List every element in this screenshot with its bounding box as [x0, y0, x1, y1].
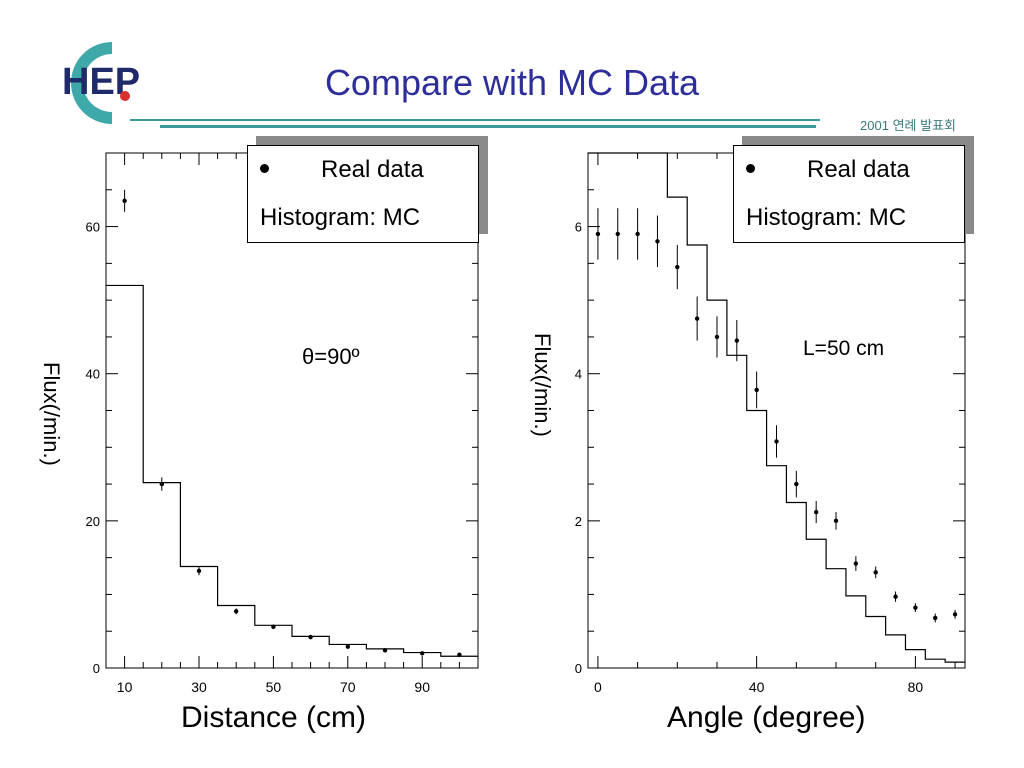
y-tick-label: 2	[575, 514, 582, 529]
data-point	[694, 316, 700, 321]
x-axis-label-right: Angle (degree)	[667, 701, 866, 734]
data-point	[774, 439, 779, 444]
data-point	[308, 634, 313, 640]
y-tick-label: 60	[86, 220, 100, 235]
y-axis-label-left: Flux(/min.)	[39, 362, 64, 466]
y-axis-label-right: Flux(/min.)	[530, 333, 555, 437]
mc-histogram-line	[588, 152, 965, 663]
y-tick-label: 6	[575, 220, 582, 235]
mc-histogram-line	[106, 284, 478, 657]
hep-logo: HEP	[50, 38, 160, 128]
data-point	[933, 615, 938, 621]
data-point	[714, 334, 720, 340]
real-data-marker-icon	[746, 164, 755, 174]
legend-real-label: Real data	[807, 156, 910, 183]
data-point	[913, 605, 918, 610]
x-tick-label: 0	[594, 679, 602, 695]
data-point	[122, 198, 127, 204]
x-tick-label: 40	[749, 679, 765, 695]
event-subtitle: 2001 연례 발표회	[860, 118, 956, 133]
data-point	[595, 231, 601, 237]
legend-mc-label: Histogram: MC	[746, 204, 907, 231]
y-tick-label: 20	[86, 514, 100, 529]
data-point	[952, 612, 958, 617]
data-point	[734, 338, 740, 343]
y-tick-label: 0	[575, 661, 582, 676]
page-title: Compare with MC Data	[324, 62, 700, 103]
title-divider	[130, 119, 820, 121]
data-point	[873, 570, 878, 575]
real-data-marker-icon	[260, 164, 269, 174]
y-tick-label: 40	[86, 367, 100, 382]
x-tick-label: 10	[117, 679, 133, 695]
angle-annotation: θ=90º	[302, 344, 360, 369]
data-point	[345, 644, 350, 649]
y-tick-label: 4	[575, 367, 582, 382]
data-point	[853, 561, 859, 566]
data-point	[893, 594, 898, 599]
x-tick-label: 50	[266, 679, 282, 695]
legend-mc-label: Histogram: MC	[260, 204, 421, 231]
data-point	[420, 651, 425, 656]
length-annotation: L=50 cm	[803, 337, 885, 360]
x-axis-label-left: Distance (cm)	[181, 701, 367, 734]
data-point	[196, 568, 202, 574]
x-tick-label: 80	[908, 679, 924, 695]
data-point	[813, 509, 819, 515]
data-point	[635, 231, 640, 237]
legend-real-label: Real data	[321, 156, 424, 183]
data-point	[833, 518, 839, 524]
legend-right: Real data Histogram: MC	[733, 145, 965, 243]
data-point	[754, 387, 759, 393]
data-point	[675, 264, 680, 270]
data-point	[794, 481, 799, 487]
x-tick-label: 90	[414, 679, 430, 695]
data-point	[615, 231, 620, 237]
title-divider-lower	[160, 125, 816, 128]
x-tick-label: 70	[340, 679, 356, 695]
data-point	[234, 609, 239, 614]
data-point	[655, 239, 660, 244]
y-tick-label: 0	[93, 661, 100, 676]
x-tick-label: 30	[191, 679, 207, 695]
legend-left: Real data Histogram: MC	[247, 145, 479, 243]
